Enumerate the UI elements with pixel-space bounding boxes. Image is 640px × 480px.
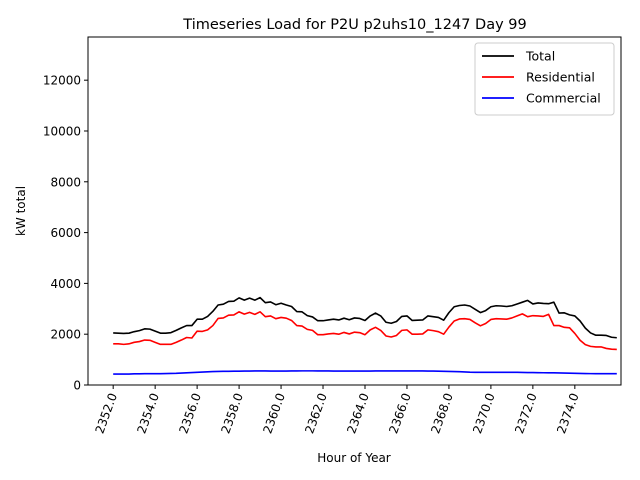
y-tick-label: 10000	[43, 124, 81, 138]
series-line-residential	[113, 311, 617, 351]
y-tick-label: 8000	[50, 175, 81, 189]
legend-label-total: Total	[525, 49, 555, 64]
legend: Total Residential Commercial	[474, 42, 615, 116]
series-line-total	[113, 296, 617, 339]
series-layer	[113, 296, 617, 375]
y-tick-label: 0	[73, 379, 81, 393]
legend-label-commercial: Commercial	[526, 91, 601, 106]
series-line-commercial	[113, 370, 617, 375]
y-tick-label: 2000	[50, 328, 81, 342]
y-tick-label: 4000	[50, 277, 81, 291]
y-tick-label: 12000	[43, 74, 81, 88]
chart-title: Timeseries Load for P2U p2uhs10_1247 Day…	[182, 17, 526, 33]
plot-frame	[87, 36, 622, 386]
y-axis-title: kW total	[14, 186, 28, 236]
y-tick-label: 6000	[50, 226, 81, 240]
y-axis: 0 2000 4000 6000 8000 10000 12000	[43, 74, 88, 393]
legend-box	[474, 42, 615, 116]
x-axis-title: Hour of Year	[317, 451, 391, 465]
legend-label-residential: Residential	[526, 70, 595, 85]
